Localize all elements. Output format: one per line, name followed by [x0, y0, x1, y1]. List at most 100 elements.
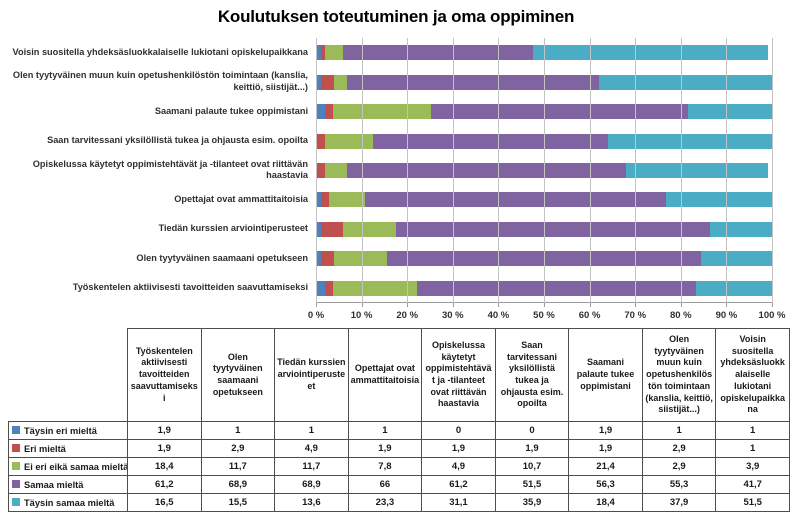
bar-segment — [342, 45, 534, 61]
bar-segment — [396, 221, 711, 237]
bar-row — [316, 38, 772, 67]
gridline — [726, 38, 728, 303]
bar-segment — [665, 192, 772, 208]
table-row: Samaa mieltä 61,2 68,9 68,9 66 61,2 51,5 56,3 55… — [8, 475, 790, 494]
legend-swatch — [12, 461, 20, 470]
value-cell: 1,9 — [568, 421, 643, 440]
value-cell: 13,6 — [274, 493, 349, 512]
x-axis-tick-label: 80 % — [669, 310, 692, 321]
series-label-text: Eri mieltä — [24, 443, 66, 454]
legend-swatch — [12, 443, 20, 452]
column-header: Voisin suositella yhdeksäsluokkalaiselle… — [715, 328, 790, 422]
gridline — [635, 38, 637, 303]
gridline — [680, 38, 682, 303]
bar-segment — [324, 133, 374, 149]
column-header: Saamani palaute tukee oppimistani — [568, 328, 643, 422]
bar-segment — [316, 221, 321, 237]
category-label: Opettajat ovat ammattitaitoisia — [8, 185, 308, 214]
stacked-bar — [316, 221, 772, 237]
bar-segment — [316, 104, 325, 120]
series-label: Samaa mieltä — [8, 475, 128, 494]
value-cell: 4,9 — [274, 439, 349, 458]
category-label-text: Tiedän kurssien arviointiperusteet — [158, 223, 308, 234]
value-cell: 4,9 — [421, 457, 496, 476]
bar-segment — [333, 251, 388, 267]
value-cell: 31,1 — [421, 493, 496, 512]
series-label-text: Täysin samaa mieltä — [24, 497, 115, 508]
gridline — [452, 38, 454, 303]
value-cell: 68,9 — [274, 475, 349, 494]
bar-segment — [320, 251, 334, 267]
value-cell: 1,9 — [421, 439, 496, 458]
stacked-bar — [316, 280, 772, 296]
bar-segment — [417, 280, 697, 296]
category-label-text: Voisin suositella yhdeksäsluokkalaiselle… — [12, 46, 308, 57]
value-cell: 1 — [274, 421, 349, 440]
bar-segment — [687, 104, 772, 120]
value-cell: 55,3 — [641, 475, 717, 494]
bar-row — [316, 156, 772, 185]
x-axis-tick-label: 70 % — [624, 310, 647, 321]
x-axis-tick-label: 20 % — [396, 310, 419, 321]
value-cell: 41,7 — [715, 475, 790, 494]
value-cell: 1,9 — [347, 439, 423, 458]
x-axis-tick-label: 0 % — [307, 310, 325, 321]
bar-row — [316, 67, 772, 96]
value-cell: 2,9 — [641, 457, 717, 476]
value-cell: 37,9 — [641, 493, 717, 512]
bar-segment — [316, 133, 325, 149]
value-cell: 21,4 — [568, 457, 643, 476]
bar-row — [316, 126, 772, 155]
chart-area: Voisin suositella yhdeksäsluokkalaiselle… — [8, 38, 786, 321]
x-axis-tick — [589, 303, 591, 307]
value-cell: 1 — [347, 421, 423, 440]
bar-segment — [333, 280, 418, 296]
value-cell: 61,2 — [127, 475, 202, 494]
bar-segment — [325, 45, 343, 61]
bar-segment — [320, 192, 330, 208]
bar-segment — [346, 74, 600, 90]
bar-segment — [599, 74, 772, 90]
value-cell: 51,5 — [494, 475, 570, 494]
legend-swatch — [12, 497, 20, 506]
data-table: Työskentelen aktiivisesti tavoitteiden s… — [8, 328, 790, 512]
category-label-text: Opettajat ovat ammattitaitoisia — [174, 193, 308, 204]
bar-segment — [342, 221, 397, 237]
x-axis-tick-label: 50 % — [533, 310, 555, 321]
bar-segment — [324, 104, 334, 120]
category-label-text: Työskentelen aktiivisesti tavoitteiden s… — [72, 282, 308, 293]
value-cell: 3,9 — [715, 457, 790, 476]
column-header: Työskentelen aktiivisesti tavoitteiden s… — [127, 328, 202, 422]
bar-segment — [710, 221, 772, 237]
gridline — [361, 38, 363, 303]
category-label-text: Olen tyytyväinen saamaani opetukseen — [136, 252, 308, 263]
value-cell: 0 — [494, 421, 570, 440]
series-label: Täysin samaa mieltä — [8, 493, 128, 512]
value-cell: 68,9 — [200, 475, 276, 494]
stacked-bar — [316, 104, 772, 120]
category-label: Saan tarvitessani yksilöllistä tukea ja … — [8, 126, 308, 155]
bar-segment — [364, 192, 666, 208]
bar-segment — [333, 74, 347, 90]
table-corner-cell — [9, 329, 128, 422]
value-cell: 23,3 — [347, 493, 423, 512]
value-cell: 1 — [715, 439, 790, 458]
bar-segment — [333, 104, 431, 120]
x-axis-tick-label: 30 % — [441, 310, 464, 321]
x-axis-tick — [407, 303, 409, 307]
value-cell: 11,7 — [274, 457, 349, 476]
x-axis-tick — [772, 303, 773, 307]
value-cell: 2,9 — [641, 439, 717, 458]
value-cell: 56,3 — [568, 475, 643, 494]
table-row: Täysin samaa mieltä 16,5 15,5 13,6 23,3 31,1 3… — [8, 493, 790, 512]
category-label-text: Saamani palaute tukee oppimistani — [154, 105, 308, 116]
chart-title: Koulutuksen toteutuminen ja oma oppimine… — [217, 7, 575, 26]
column-header: Olen tyytyväinen saamaani opetukseen — [200, 328, 276, 422]
gridline — [498, 38, 500, 303]
bar-row — [316, 215, 772, 244]
column-header: Opettajat ovat ammattitaitoisia — [347, 328, 423, 422]
category-label-text: Olen tyytyväinen muun kuin opetushenkilö… — [12, 70, 308, 93]
x-axis-tick-label: 40 % — [487, 310, 510, 321]
value-cell: 0 — [421, 421, 496, 440]
x-axis-tick-label: 100 % — [758, 310, 786, 321]
